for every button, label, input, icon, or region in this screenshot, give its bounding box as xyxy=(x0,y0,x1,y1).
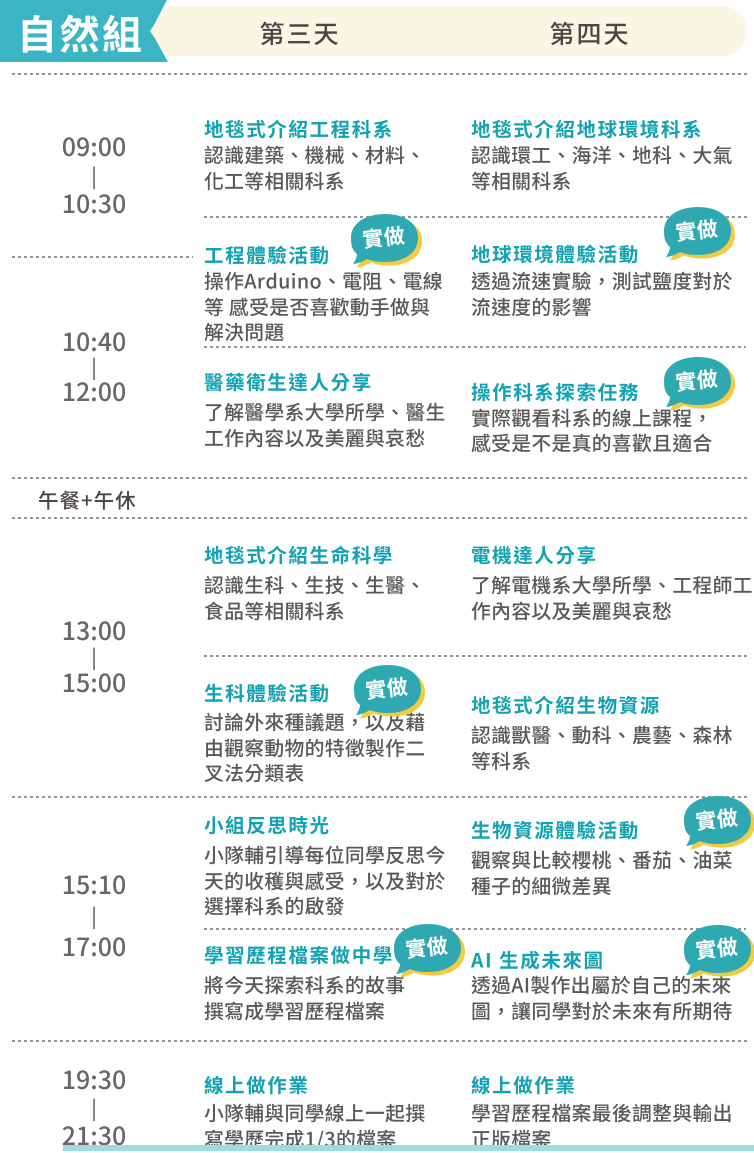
svg-text:實做: 實做 xyxy=(404,930,450,964)
svg-text:實做: 實做 xyxy=(364,671,410,705)
svg-text:實做: 實做 xyxy=(674,363,720,397)
svg-text:實做: 實做 xyxy=(361,220,407,254)
svg-text:實做: 實做 xyxy=(694,802,740,836)
svg-text:實做: 實做 xyxy=(674,213,720,247)
svg-text:實做: 實做 xyxy=(694,931,740,965)
